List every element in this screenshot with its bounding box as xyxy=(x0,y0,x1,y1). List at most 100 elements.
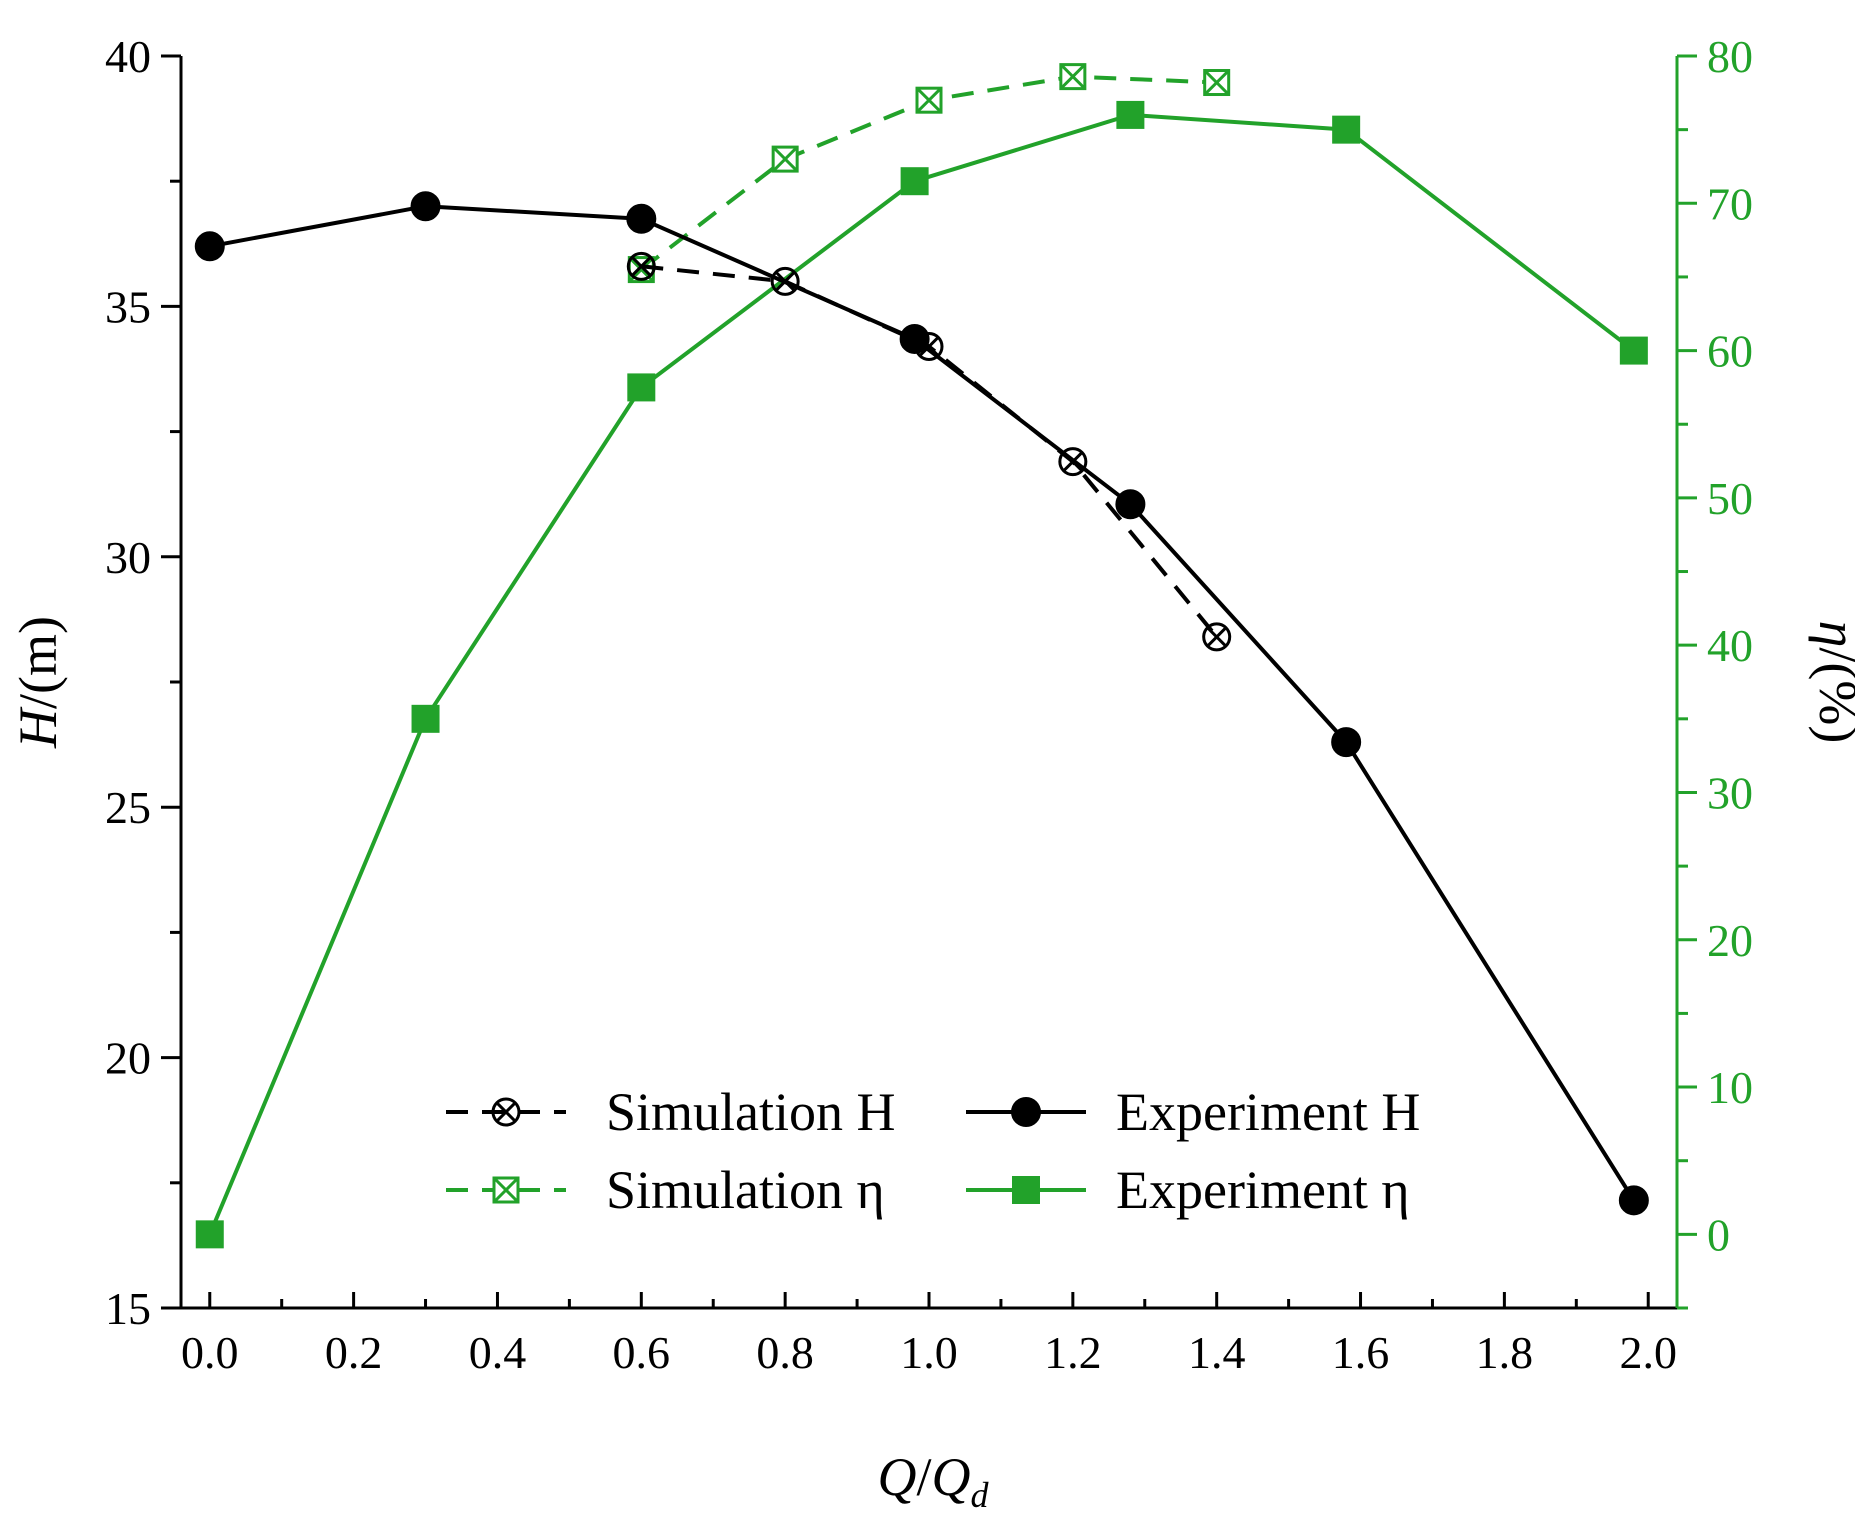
data-point-experiment-eta xyxy=(195,1220,224,1249)
data-point-simulation-eta xyxy=(771,145,799,173)
x-tick-label: 1.2 xyxy=(1044,1327,1102,1378)
data-point-experiment-eta xyxy=(1116,100,1145,129)
marker-shape xyxy=(626,251,656,281)
y-right-tick-label: 50 xyxy=(1707,473,1753,524)
y-right-axis-title: η/(%) xyxy=(1808,621,1855,744)
series-experiment-eta xyxy=(195,100,1648,1249)
data-point-experiment-eta xyxy=(1619,336,1648,365)
y-left-title-var: H xyxy=(8,706,68,749)
legend-entry-experiment-h: Experiment H xyxy=(966,1082,1420,1142)
marker-shape xyxy=(194,231,225,262)
x-tick-label: 0.6 xyxy=(613,1327,671,1378)
marker-cross xyxy=(1062,451,1084,472)
x-title-slash: / xyxy=(916,1447,931,1507)
data-point-simulation-h xyxy=(626,251,656,281)
legend-entry-simulation-h: Simulation H xyxy=(446,1082,896,1142)
data-point-simulation-eta xyxy=(1059,63,1087,91)
data-point-simulation-h xyxy=(914,331,944,361)
marker-cross xyxy=(492,1176,520,1204)
y-left-tick-label: 15 xyxy=(105,1283,151,1334)
marker-cross xyxy=(774,271,796,292)
x-title-sub-base: Q xyxy=(932,1447,971,1507)
y-right-tick-label: 70 xyxy=(1707,178,1753,229)
y-right-tick-label: 80 xyxy=(1707,31,1753,82)
data-point-experiment-h xyxy=(1115,489,1146,520)
marker-shape xyxy=(899,323,930,354)
marker-shape xyxy=(1011,1097,1041,1127)
marker-cross xyxy=(915,87,943,114)
marker-cross xyxy=(495,1101,517,1123)
legend-marker xyxy=(492,1176,520,1204)
legend-marker xyxy=(491,1097,521,1127)
x-tick-label: 0.2 xyxy=(325,1327,383,1378)
marker-shape xyxy=(626,203,657,234)
x-tick-label: 0.0 xyxy=(181,1327,239,1378)
y-right-title-var: η xyxy=(1808,621,1855,648)
data-point-experiment-h xyxy=(899,323,930,354)
marker-shape xyxy=(1115,489,1146,520)
marker-shape xyxy=(1619,336,1648,365)
y-left-title-unit: /(m) xyxy=(8,616,68,709)
data-point-simulation-eta xyxy=(1203,69,1231,97)
y-right-tick-label: 20 xyxy=(1707,915,1753,966)
data-point-experiment-eta xyxy=(900,167,929,196)
x-title-var: Q xyxy=(877,1447,916,1507)
marker-shape xyxy=(411,704,440,733)
y-left-tick-label: 25 xyxy=(105,782,151,833)
x-tick-label: 1.6 xyxy=(1332,1327,1390,1378)
data-point-experiment-h xyxy=(626,203,657,234)
x-tick-label: 1.0 xyxy=(900,1327,958,1378)
marker-shape xyxy=(1058,447,1088,477)
marker-shape xyxy=(195,1220,224,1249)
legend-entry-simulation-eta: Simulation η xyxy=(446,1160,885,1220)
y-right-tick-label: 10 xyxy=(1707,1062,1753,1113)
data-point-experiment-h xyxy=(1331,727,1362,758)
marker-cross xyxy=(918,336,940,357)
legend-label: Simulation H xyxy=(606,1082,896,1142)
y-right-tick-label: 30 xyxy=(1707,767,1753,818)
marker-shape xyxy=(1012,1176,1040,1204)
series-simulation-h xyxy=(626,251,1232,652)
data-point-experiment-h xyxy=(194,231,225,262)
marker-shape xyxy=(900,167,929,196)
x-tick-label: 1.4 xyxy=(1188,1327,1246,1378)
legend-label: Experiment η xyxy=(1116,1160,1410,1220)
marker-cross xyxy=(1206,626,1227,648)
series-experiment-h xyxy=(194,191,1649,1216)
marker-cross xyxy=(631,256,652,277)
y-right-tick-label: 40 xyxy=(1707,620,1753,671)
legend: Simulation H Experiment H Simulation η Expe… xyxy=(446,1082,1420,1220)
x-tick-label: 0.8 xyxy=(756,1327,814,1378)
data-point-simulation-h xyxy=(770,266,800,296)
legend-entry-experiment-eta: Experiment η xyxy=(966,1160,1410,1220)
data-point-simulation-h xyxy=(1202,622,1232,652)
marker-shape xyxy=(1331,727,1362,758)
data-point-experiment-eta xyxy=(1332,115,1361,144)
x-title-subscript: d xyxy=(971,1475,990,1515)
y-left-axis-title: H/(m) xyxy=(8,616,68,749)
marker-cross xyxy=(772,146,799,173)
legend-label: Simulation η xyxy=(606,1160,885,1220)
data-point-simulation-eta xyxy=(915,86,943,114)
series-line-experiment-eta xyxy=(207,112,1636,1236)
marker-shape xyxy=(410,191,441,222)
x-tick-label: 0.4 xyxy=(469,1327,527,1378)
marker-shape xyxy=(914,331,944,361)
legend-marker xyxy=(1011,1097,1041,1127)
marker-shape xyxy=(1618,1185,1649,1216)
x-tick-label: 2.0 xyxy=(1619,1327,1677,1378)
marker-shape xyxy=(1116,100,1145,129)
marker-shape xyxy=(627,373,656,402)
y-right-tick-label: 60 xyxy=(1707,326,1753,377)
marker-shape xyxy=(491,1097,521,1127)
marker-cross xyxy=(1203,69,1230,96)
data-point-simulation-h xyxy=(1058,447,1088,477)
y-right-tick-label: 0 xyxy=(1707,1209,1730,1260)
data-point-experiment-h xyxy=(1618,1185,1649,1216)
x-tick-label: 1.8 xyxy=(1476,1327,1534,1378)
y-left-tick-label: 35 xyxy=(105,281,151,332)
series-simulation-eta xyxy=(627,63,1231,284)
marker-shape xyxy=(1202,622,1232,652)
y-left-tick-label: 20 xyxy=(105,1033,151,1084)
